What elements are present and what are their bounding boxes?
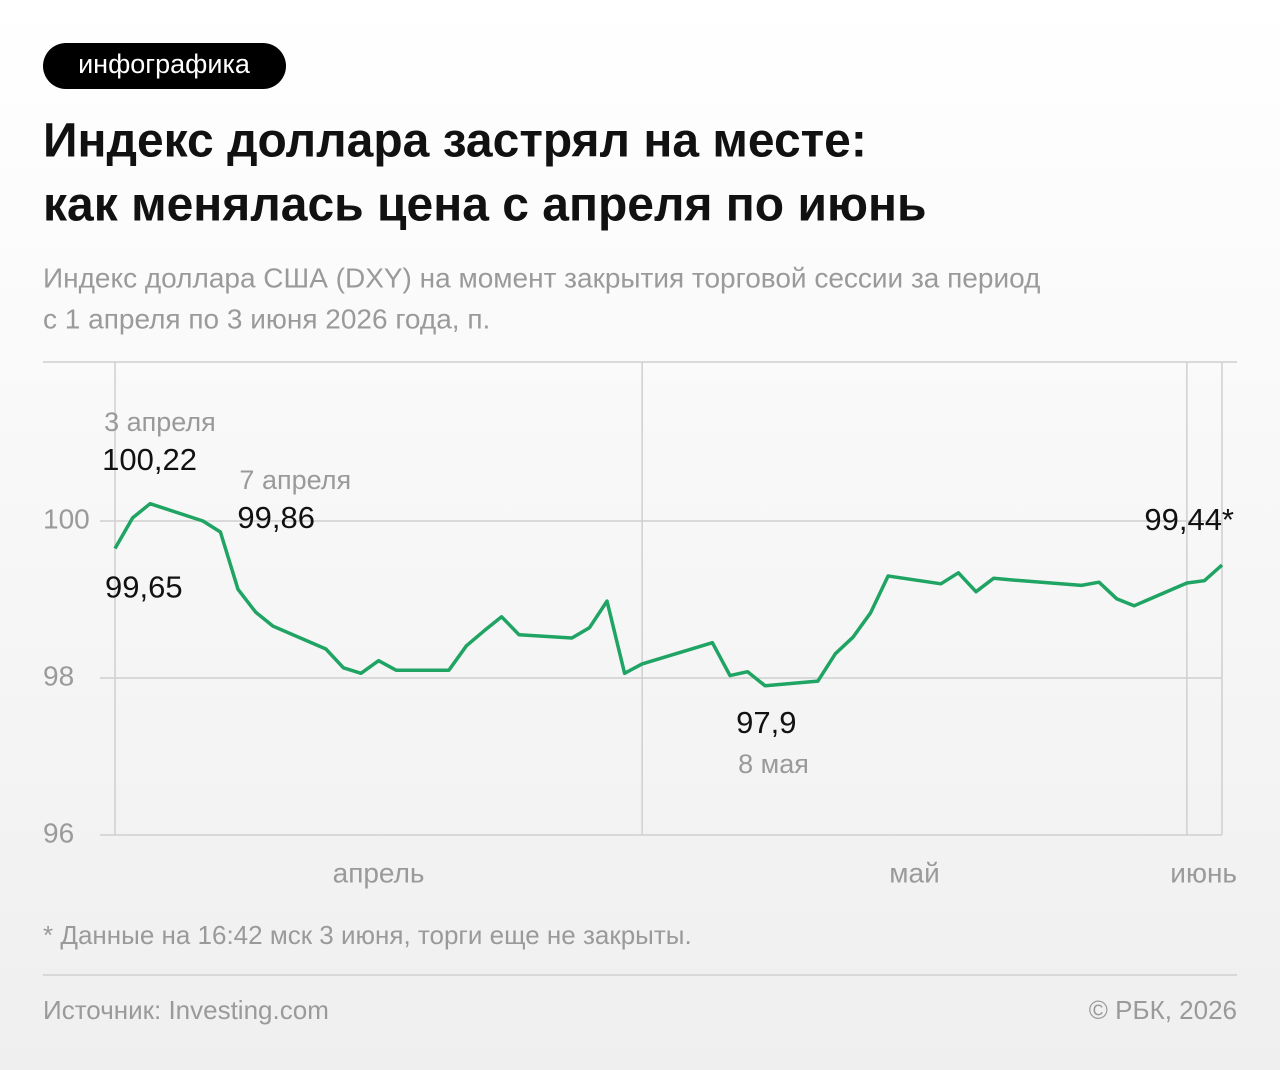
y-tick-label: 98 [43, 660, 74, 691]
date-label: 3 апреля [104, 407, 216, 437]
x-tick-label: апрель [333, 857, 425, 888]
source: Источник: Investing.com [43, 995, 329, 1025]
badge [43, 43, 286, 89]
date-label: 7 апреля [239, 465, 351, 495]
x-tick-label: май [889, 857, 939, 888]
y-tick-label: 100 [43, 503, 90, 534]
value-label: 100,22 [102, 442, 197, 477]
copyright: © РБК, 2026 [1089, 995, 1237, 1025]
value-label: 97,9 [736, 705, 796, 740]
value-label: 99,65 [105, 570, 183, 605]
date-label: 8 мая [738, 749, 809, 779]
value-label: 99,86 [237, 500, 315, 535]
y-tick-label: 96 [43, 817, 74, 848]
plot: 96 98 100 апрель май июнь 99,65 100,22 3 апреля 9… [43, 362, 1237, 888]
subtitle: с 1 апреля по 3 июня 2026 года, п. [43, 303, 490, 334]
chart-title: Индекс доллара застрял на месте: [43, 115, 867, 168]
footnote: * Данные на 16:42 мск 3 июня, торги еще … [43, 920, 692, 950]
data-line [113, 501, 1224, 688]
subtitle: Индекс доллара США (DXY) на момент закры… [43, 262, 1040, 293]
badge-text: инфографика [78, 49, 251, 79]
value-label: 99,44* [1144, 502, 1234, 537]
x-tick-label: июнь [1170, 857, 1237, 888]
chart-title: как менялась цена с апреля по июнь [43, 179, 926, 232]
